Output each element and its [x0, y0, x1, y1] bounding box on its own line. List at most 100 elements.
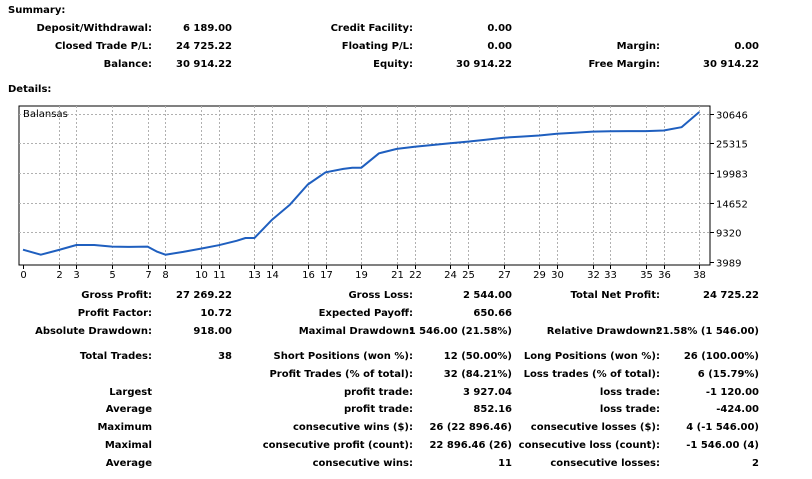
gross-profit-value: 27 269.22 [176, 290, 232, 301]
balance-label: Balance: [103, 59, 152, 70]
y-tick-label: 25315 [716, 140, 748, 151]
average-consecutive-label: Average [105, 458, 152, 469]
short-positions-label: Short Positions (won %): [273, 351, 413, 362]
maximal-loss-label: consecutive loss (count): [518, 440, 660, 451]
long-positions-value: 26 (100.00%) [683, 351, 759, 362]
average-wins-value: 11 [498, 458, 512, 469]
relative-drawdown-value: 21.58% (1 546.00) [655, 326, 759, 337]
maximum-losses-label: consecutive losses ($): [530, 422, 660, 433]
gross-loss-value: 2 544.00 [462, 290, 512, 301]
short-positions-value: 12 (50.00%) [443, 351, 512, 362]
profit-factor-label: Profit Factor: [77, 308, 152, 319]
closed-trade-pl-label: Closed Trade P/L: [54, 41, 152, 52]
x-tick-label: 16 [302, 270, 315, 281]
x-tick-label: 32 [587, 270, 600, 281]
average-loss-value: -424.00 [716, 404, 759, 415]
absolute-drawdown-label: Absolute Drawdown: [35, 326, 152, 337]
average-loss-label: loss trade: [599, 404, 660, 415]
maximum-label: Maximum [97, 422, 152, 433]
x-tick-label: 35 [640, 270, 653, 281]
deposit-withdrawal-value: 6 189.00 [182, 23, 232, 34]
absolute-drawdown-value: 918.00 [193, 326, 232, 337]
x-tick-label: 8 [162, 270, 168, 281]
average-losses-label: consecutive losses: [550, 458, 660, 469]
y-tick-label: 14652 [716, 200, 748, 211]
maximum-wins-label: consecutive wins ($): [292, 422, 413, 433]
x-tick-label: 22 [409, 270, 422, 281]
largest-profit-value: 3 927.04 [462, 387, 512, 398]
chart-frame [18, 105, 711, 266]
x-tick-label: 10 [195, 270, 208, 281]
largest-loss-label: loss trade: [599, 387, 660, 398]
maximal-loss-value: -1 546.00 (4) [686, 440, 759, 451]
profit-trades-value: 32 (84.21%) [443, 369, 512, 380]
x-tick-label: 30 [551, 270, 564, 281]
x-tick-label: 2 [56, 270, 62, 281]
loss-trades-label: Loss trades (% of total): [523, 369, 660, 380]
average-wins-label: consecutive wins: [312, 458, 413, 469]
relative-drawdown-label: Relative Drawdown: [546, 326, 660, 337]
equity-label: Equity: [373, 59, 413, 70]
x-tick-label: 7 [145, 270, 151, 281]
total-net-profit-label: Total Net Profit: [570, 290, 660, 301]
deposit-withdrawal-label: Deposit/Withdrawal: [36, 23, 152, 34]
x-tick-label: 17 [320, 270, 333, 281]
x-tick-label: 3 [73, 270, 79, 281]
credit-facility-label: Credit Facility: [330, 23, 413, 34]
maximal-label: Maximal [104, 440, 152, 451]
x-tick-label: 14 [266, 270, 279, 281]
maximum-wins-value: 26 (22 896.46) [429, 422, 512, 433]
x-tick-label: 38 [693, 270, 706, 281]
long-positions-label: Long Positions (won %): [523, 351, 660, 362]
floating-pl-value: 0.00 [487, 41, 512, 52]
floating-pl-label: Floating P/L: [341, 41, 413, 52]
total-net-profit-value: 24 725.22 [703, 290, 759, 301]
x-tick-label: 25 [462, 270, 475, 281]
maximal-drawdown-label: Maximal Drawdown: [298, 326, 413, 337]
free-margin-value: 30 914.22 [703, 59, 759, 70]
gross-loss-label: Gross Loss: [348, 290, 413, 301]
maximal-profit-value: 22 896.46 (26) [429, 440, 512, 451]
free-margin-label: Free Margin: [588, 59, 660, 70]
summary-heading: Summary: [8, 5, 66, 16]
x-tick-label: 21 [391, 270, 404, 281]
y-tick-label: 9320 [716, 229, 741, 240]
largest-label: Largest [109, 387, 152, 398]
equity-value: 30 914.22 [456, 59, 512, 70]
credit-facility-value: 0.00 [487, 23, 512, 34]
x-tick-label: 24 [444, 270, 457, 281]
profit-trades-label: Profit Trades (% of total): [269, 369, 413, 380]
x-tick-label: 19 [355, 270, 368, 281]
y-tick-label: 3989 [716, 259, 741, 270]
x-tick-label: 11 [213, 270, 226, 281]
maximum-losses-value: 4 (-1 546.00) [686, 422, 759, 433]
maximal-profit-label: consecutive profit (count): [262, 440, 413, 451]
x-tick-label: 29 [533, 270, 546, 281]
loss-trades-value: 6 (15.79%) [697, 369, 759, 380]
balance-value: 30 914.22 [176, 59, 232, 70]
expected-payoff-label: Expected Payoff: [318, 308, 413, 319]
margin-label: Margin: [616, 41, 660, 52]
gross-profit-label: Gross Profit: [81, 290, 152, 301]
y-tick-label: 30646 [716, 111, 748, 122]
balance-series-line [22, 111, 700, 256]
average-losses-value: 2 [752, 458, 759, 469]
average-label: Average [105, 404, 152, 415]
average-profit-value: 852.16 [473, 404, 512, 415]
profit-factor-value: 10.72 [200, 308, 232, 319]
expected-payoff-value: 650.66 [473, 308, 512, 319]
x-tick-label: 5 [109, 270, 115, 281]
largest-loss-value: -1 120.00 [705, 387, 759, 398]
margin-value: 0.00 [734, 41, 759, 52]
x-tick-label: 36 [658, 270, 671, 281]
x-tick-label: 13 [248, 270, 261, 281]
closed-trade-pl-value: 24 725.22 [176, 41, 232, 52]
x-tick-label: 0 [20, 270, 26, 281]
maximal-drawdown-value: 1 546.00 (21.58%) [408, 326, 512, 337]
y-tick-label: 19983 [716, 170, 748, 181]
x-tick-label: 27 [498, 270, 511, 281]
largest-profit-label: profit trade: [343, 387, 413, 398]
total-trades-label: Total Trades: [79, 351, 152, 362]
details-heading: Details: [8, 84, 52, 95]
